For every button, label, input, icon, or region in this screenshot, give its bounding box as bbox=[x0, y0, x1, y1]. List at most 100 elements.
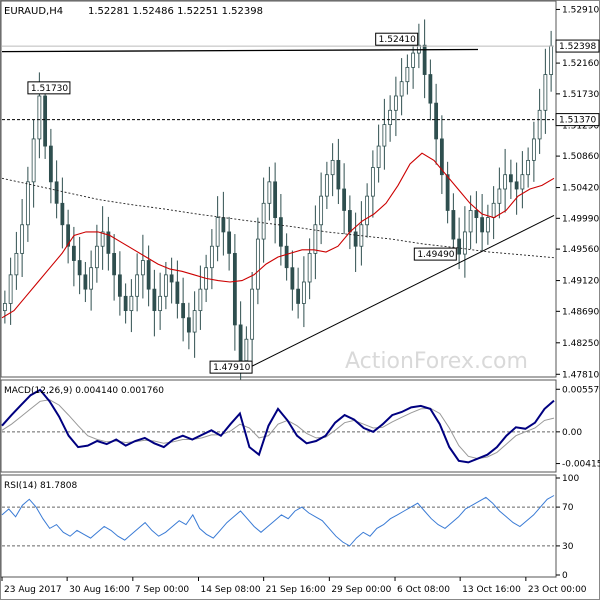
candle-body bbox=[485, 217, 490, 233]
current-price-box bbox=[555, 39, 600, 53]
x-axis: 23 Aug 2017 30 Aug 16:00 7 Sep 00:00 14 Sep… bbox=[1, 577, 587, 595]
sma-short-line bbox=[1, 152, 555, 319]
candle-body bbox=[48, 145, 53, 183]
candle-body bbox=[365, 195, 370, 226]
candle-body bbox=[497, 188, 502, 204]
candle-body bbox=[140, 260, 145, 276]
candle-body bbox=[342, 188, 347, 211]
macd-panel bbox=[0, 379, 557, 473]
candle-body bbox=[307, 252, 312, 283]
candle-body bbox=[14, 252, 19, 276]
candle-body bbox=[8, 274, 13, 304]
rsi-tick-label: 70 bbox=[562, 503, 574, 513]
candle-body bbox=[399, 81, 404, 97]
candle-body bbox=[146, 260, 151, 290]
candle-body bbox=[526, 159, 531, 176]
candle-body bbox=[330, 159, 335, 176]
price-tick-label: 1.49990 bbox=[562, 214, 599, 224]
candle-body bbox=[290, 267, 295, 290]
price-tick-label: 1.49120 bbox=[562, 277, 599, 287]
candle-body bbox=[232, 252, 237, 326]
candle-body bbox=[439, 138, 444, 176]
candle-body bbox=[267, 181, 272, 204]
price-tick-label: 1.47810 bbox=[562, 370, 599, 380]
candle-body bbox=[94, 245, 99, 269]
ohlc-readout: 1.52281 1.52486 1.52251 1.52398 bbox=[88, 6, 263, 17]
candle-body bbox=[25, 181, 30, 226]
price-annotation-label: 1.51730 bbox=[31, 84, 68, 94]
resistance-line bbox=[1, 48, 479, 53]
price-tick-label: 1.52910 bbox=[562, 5, 599, 15]
candle-body bbox=[382, 124, 387, 147]
candle-body bbox=[451, 210, 456, 240]
macd-signal-line bbox=[1, 399, 555, 460]
candle-body bbox=[244, 338, 249, 362]
price-panel bbox=[0, 0, 557, 378]
candle-body bbox=[66, 224, 71, 247]
price-annotation-box bbox=[375, 32, 419, 46]
candle-body bbox=[336, 159, 341, 190]
candle-body bbox=[462, 231, 467, 255]
rsi-tick-label: 30 bbox=[562, 542, 574, 552]
candle-body bbox=[393, 95, 398, 111]
candle-body bbox=[428, 74, 433, 104]
candle-body bbox=[192, 310, 197, 333]
candle-body bbox=[135, 274, 140, 297]
candle-body bbox=[347, 210, 352, 233]
rsi-line bbox=[1, 495, 555, 547]
candle-body bbox=[457, 238, 462, 255]
candle-body bbox=[543, 74, 548, 111]
candle-body bbox=[273, 181, 278, 219]
macd-label: MACD(12,26,9) 0.004140 0.001760 bbox=[4, 386, 164, 396]
rsi-panel bbox=[0, 474, 557, 578]
candle-body bbox=[503, 174, 508, 190]
candle-body bbox=[71, 245, 76, 261]
price-tick-label: 1.50420 bbox=[562, 184, 599, 194]
x-tick-label: 13 Oct 16:00 bbox=[462, 585, 521, 595]
x-tick-label: 21 Sep 16:00 bbox=[266, 585, 326, 595]
candle-body bbox=[261, 202, 266, 240]
macd-tick-label: 0.005579 bbox=[562, 385, 600, 395]
candle-body bbox=[422, 44, 427, 75]
x-tick-label: 23 Oct 00:00 bbox=[528, 585, 587, 595]
candle-body bbox=[181, 303, 186, 319]
candle-body bbox=[60, 202, 65, 226]
candle-body bbox=[301, 281, 306, 304]
candle-body bbox=[112, 252, 117, 276]
candle-body bbox=[491, 202, 496, 219]
candle-body bbox=[370, 167, 375, 197]
candle-body bbox=[117, 274, 122, 297]
candle-body bbox=[129, 295, 134, 312]
price-annotation-label: 1.49490 bbox=[417, 250, 454, 260]
candle-body bbox=[405, 66, 410, 83]
candle-body bbox=[43, 95, 48, 147]
candle-body bbox=[313, 224, 318, 254]
x-tick-label: 23 Aug 2017 bbox=[4, 585, 62, 595]
price-annotation-label: 1.47910 bbox=[213, 363, 250, 373]
candle-body bbox=[77, 260, 82, 276]
candle-body bbox=[319, 195, 324, 226]
watermark: ActionForex.com bbox=[345, 349, 528, 374]
candle-body bbox=[83, 274, 88, 290]
symbol-label: EURAUD,H4 bbox=[4, 6, 63, 17]
candle-body bbox=[508, 174, 513, 183]
candle-body bbox=[388, 109, 393, 126]
candle-body bbox=[227, 231, 232, 254]
candle-body bbox=[169, 274, 174, 283]
price-annotation-label: 1.52410 bbox=[379, 35, 416, 45]
candle-body bbox=[186, 317, 191, 333]
candle-body bbox=[514, 181, 519, 190]
candle-body bbox=[158, 295, 163, 312]
candle-body bbox=[2, 303, 7, 312]
candle-body bbox=[480, 217, 485, 233]
price-annotation-box bbox=[27, 81, 71, 95]
x-tick-label: 30 Aug 16:00 bbox=[69, 585, 130, 595]
candle-body bbox=[324, 174, 329, 197]
candle-body bbox=[278, 217, 283, 247]
candle-body bbox=[238, 324, 243, 362]
price-tick-label: 1.48250 bbox=[562, 339, 599, 349]
rising-trendline bbox=[249, 215, 555, 368]
x-tick-label: 6 Oct 08:00 bbox=[397, 585, 450, 595]
candle-body bbox=[284, 245, 289, 269]
